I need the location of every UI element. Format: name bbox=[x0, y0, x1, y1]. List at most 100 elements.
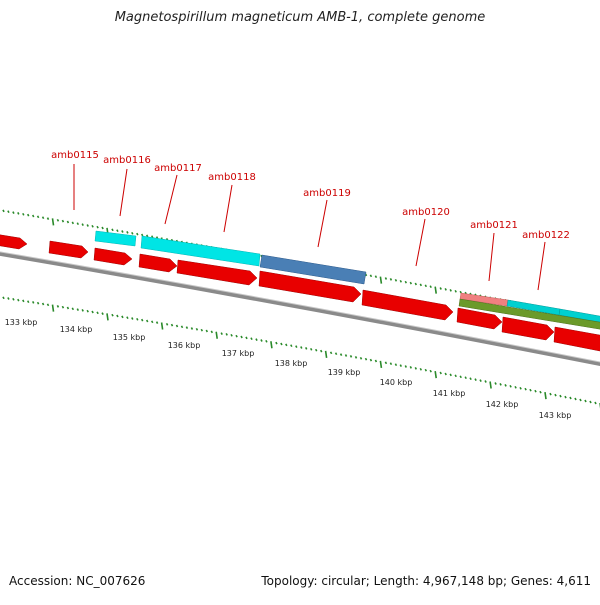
major-tick bbox=[270, 341, 273, 349]
minor-tick bbox=[404, 365, 408, 368]
minor-tick bbox=[240, 335, 243, 339]
gene-arrow bbox=[93, 247, 133, 266]
gene-amb0116-block bbox=[94, 230, 137, 247]
minor-tick bbox=[569, 396, 572, 400]
minor-tick bbox=[126, 231, 129, 234]
minor-tick bbox=[145, 234, 149, 238]
gene-arrow bbox=[361, 289, 454, 321]
minor-tick bbox=[17, 298, 20, 302]
minor-tick bbox=[439, 371, 442, 375]
major-tick bbox=[434, 286, 437, 294]
gene-label-leaders bbox=[73, 164, 546, 291]
leader-amb0122 bbox=[537, 241, 546, 291]
minor-tick bbox=[200, 328, 204, 332]
minor-tick bbox=[429, 285, 432, 289]
minor-tick bbox=[409, 281, 413, 285]
minor-tick bbox=[519, 386, 522, 390]
minor-tick bbox=[429, 369, 432, 373]
gene-label-amb0115: amb0115 bbox=[51, 150, 99, 161]
gene-label-amb0117: amb0117 bbox=[154, 163, 202, 174]
minor-tick bbox=[499, 383, 502, 386]
minor-tick bbox=[155, 321, 159, 324]
minor-tick bbox=[61, 219, 65, 223]
major-tick bbox=[51, 304, 55, 312]
gene-arrow bbox=[501, 316, 555, 341]
minor-tick bbox=[86, 224, 89, 227]
minor-tick bbox=[250, 337, 253, 341]
minor-tick bbox=[111, 313, 114, 317]
minor-tick bbox=[31, 301, 35, 304]
gene-arrow bbox=[553, 326, 600, 352]
minor-tick bbox=[91, 224, 94, 228]
minor-tick bbox=[309, 347, 313, 351]
minor-tick bbox=[7, 210, 10, 214]
minor-tick bbox=[354, 356, 358, 359]
minor-tick bbox=[474, 378, 477, 381]
minor-tick bbox=[584, 399, 587, 403]
gene-label-amb0120: amb0120 bbox=[402, 207, 450, 218]
minor-tick bbox=[17, 212, 20, 215]
accession-text: Accession: NC_007626 bbox=[9, 574, 146, 588]
minor-tick bbox=[190, 327, 194, 330]
minor-tick bbox=[394, 278, 398, 282]
scale-label: 141 kbp bbox=[433, 389, 466, 398]
scale-label: 133 kbp bbox=[5, 318, 38, 327]
minor-tick bbox=[12, 297, 15, 301]
minor-tick bbox=[225, 333, 228, 336]
minor-tick bbox=[359, 356, 363, 360]
minor-tick bbox=[81, 309, 84, 312]
minor-tick bbox=[71, 307, 75, 311]
minor-tick bbox=[41, 216, 45, 220]
minor-tick bbox=[444, 288, 447, 291]
minor-tick bbox=[2, 209, 5, 213]
minor-tick bbox=[564, 395, 567, 399]
minor-tick bbox=[364, 357, 368, 361]
genome-backbone-highlight bbox=[0, 251, 600, 363]
minor-tick bbox=[559, 394, 562, 398]
minor-tick bbox=[140, 318, 144, 322]
minor-tick bbox=[534, 389, 537, 393]
gene-arrow bbox=[258, 270, 362, 303]
gene-label-amb0116: amb0116 bbox=[103, 155, 151, 166]
minor-tick bbox=[22, 212, 25, 216]
major-tick bbox=[106, 313, 109, 321]
minor-tick bbox=[459, 375, 462, 379]
minor-tick bbox=[76, 222, 80, 226]
minor-tick bbox=[384, 361, 388, 365]
leader-amb0116 bbox=[119, 168, 128, 217]
major-tick bbox=[434, 370, 437, 379]
minor-tick bbox=[131, 231, 134, 235]
leader-amb0121 bbox=[488, 232, 495, 282]
gene-label-amb0122: amb0122 bbox=[522, 230, 570, 241]
minor-tick bbox=[285, 343, 288, 347]
minor-tick bbox=[121, 230, 124, 233]
major-tick bbox=[379, 360, 383, 369]
scale-label: 142 kbp bbox=[486, 400, 519, 409]
minor-tick bbox=[235, 334, 238, 338]
minor-tick bbox=[185, 326, 189, 329]
minor-tick bbox=[260, 339, 263, 342]
minor-tick bbox=[170, 323, 174, 327]
minor-tick bbox=[26, 300, 30, 304]
scale-label: 135 kbp bbox=[113, 333, 146, 342]
minor-tick bbox=[329, 351, 333, 355]
minor-tick bbox=[61, 305, 65, 309]
minor-tick bbox=[46, 303, 50, 307]
minor-tick bbox=[91, 310, 94, 314]
minor-tick bbox=[464, 376, 467, 380]
gene-arrow bbox=[176, 259, 258, 286]
minor-tick bbox=[479, 379, 482, 382]
minor-tick bbox=[449, 289, 452, 292]
minor-tick bbox=[304, 347, 308, 350]
gene-olive-block bbox=[458, 298, 600, 330]
minor-tick bbox=[71, 221, 75, 225]
minor-tick bbox=[484, 380, 487, 383]
minor-tick bbox=[399, 364, 403, 367]
minor-tick bbox=[554, 393, 557, 397]
minor-tick bbox=[46, 217, 50, 220]
minor-tick bbox=[56, 218, 60, 222]
minor-tick bbox=[81, 223, 84, 226]
scale-labels: 133 kbp 134 kbp 135 kbp 136 kbp 137 kbp … bbox=[5, 318, 572, 420]
minor-tick bbox=[539, 390, 542, 394]
minor-tick bbox=[514, 385, 517, 389]
